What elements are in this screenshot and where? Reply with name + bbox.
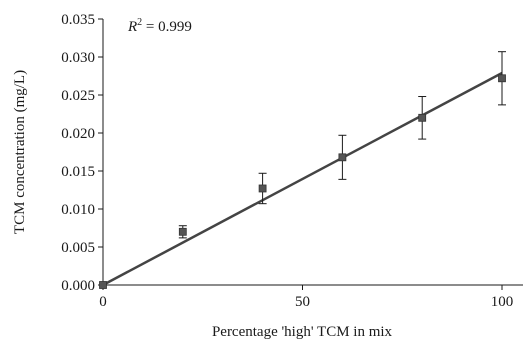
y-tick-label: 0.015 — [61, 164, 95, 180]
y-tick-label: 0.010 — [61, 202, 95, 218]
y-tick-label: 0.000 — [61, 278, 95, 294]
x-tick-label: 50 — [295, 294, 310, 310]
r-symbol: R — [127, 19, 137, 35]
error-bars — [178, 51, 506, 239]
y-tick-label: 0.035 — [61, 12, 95, 28]
fit-line-group — [102, 71, 503, 287]
data-point — [99, 281, 107, 289]
y-tick-label: 0.030 — [61, 50, 95, 66]
y-ticks: 0.000 0.005 0.010 0.015 0.020 0.025 0.030 0.035 — [61, 12, 103, 294]
r-squared-annotation: R2 = 0.999 — [127, 17, 192, 35]
y-tick-label: 0.020 — [61, 126, 95, 142]
x-ticks: 0 50 100 — [99, 285, 513, 310]
r-superscript: 2 — [137, 17, 142, 28]
axes — [102, 19, 523, 286]
r-value: = 0.999 — [142, 19, 192, 35]
x-tick-label: 100 — [491, 294, 514, 310]
data-point — [338, 153, 347, 162]
data-point — [258, 184, 267, 193]
data-points — [99, 74, 506, 289]
data-point — [418, 113, 427, 122]
fit-line — [102, 71, 503, 287]
y-tick-label: 0.005 — [61, 240, 95, 256]
x-axis-label: Percentage 'high' TCM in mix — [212, 324, 393, 340]
x-tick-label: 0 — [99, 294, 107, 310]
data-point — [178, 227, 187, 236]
y-tick-label: 0.025 — [61, 88, 95, 104]
data-point — [498, 74, 506, 83]
y-axis-label: TCM concentration (mg/L) — [12, 70, 28, 234]
